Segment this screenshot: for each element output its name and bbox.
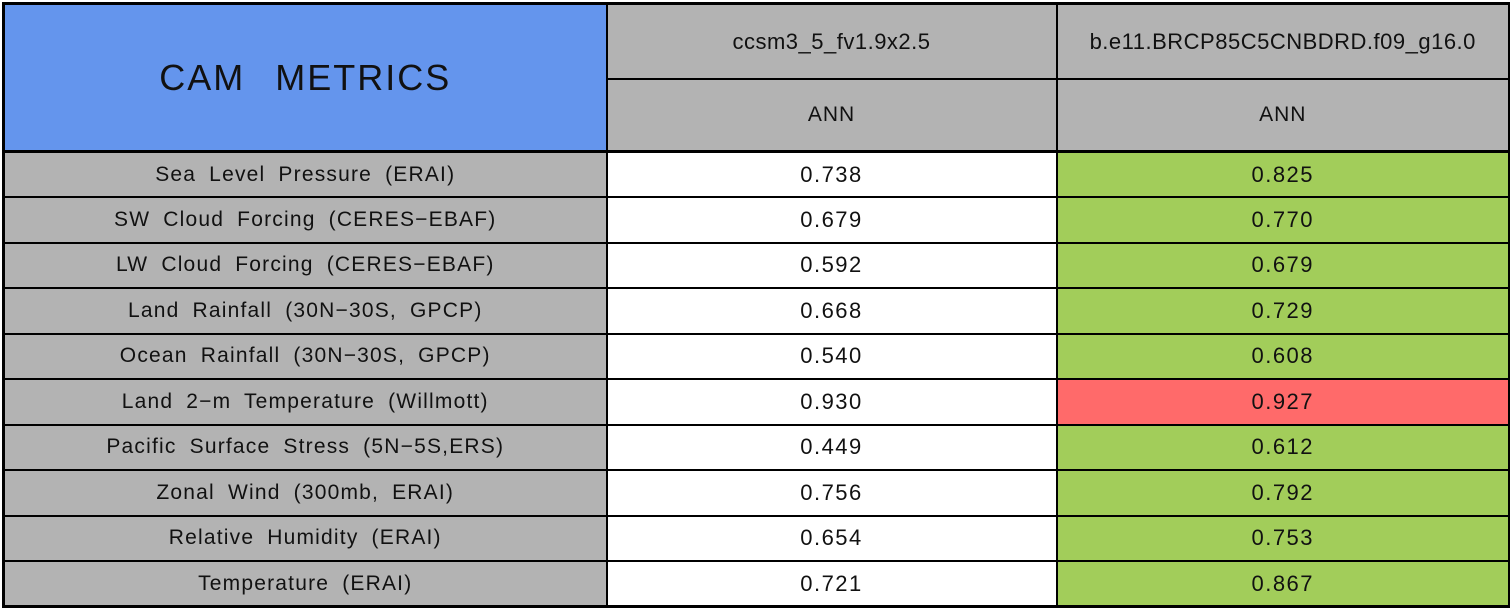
value-model1: 0.679 — [605, 196, 1058, 244]
value-model1: 0.668 — [605, 287, 1058, 335]
value-model1: 0.592 — [605, 241, 1058, 289]
value-model2: 0.927 — [1055, 378, 1510, 426]
value-model2: 0.612 — [1055, 423, 1510, 471]
value-model1: 0.930 — [605, 378, 1058, 426]
table-row: Temperature (ERAI) 0.721 0.867 — [2, 560, 1510, 608]
value-model1: 0.738 — [605, 150, 1058, 198]
table-title: CAM METRICS — [2, 2, 608, 153]
metric-label: Pacific Surface Stress (5N−5S,ERS) — [2, 423, 608, 471]
metric-label: Land 2−m Temperature (Willmott) — [2, 378, 608, 426]
model-header-1: ccsm3_5_fv1.9x2.5 — [605, 2, 1058, 80]
value-model2: 0.792 — [1055, 469, 1510, 517]
season-header-2: ANN — [1055, 78, 1510, 153]
value-model2: 0.729 — [1055, 287, 1510, 335]
model-header-1-label: ccsm3_5_fv1.9x2.5 — [732, 28, 931, 54]
value-model2: 0.867 — [1055, 560, 1510, 608]
table-row: Zonal Wind (300mb, ERAI) 0.756 0.792 — [2, 469, 1510, 517]
metric-label: Land Rainfall (30N−30S, GPCP) — [2, 287, 608, 335]
value-model2: 0.753 — [1055, 514, 1510, 562]
header-row-models: CAM METRICS ccsm3_5_fv1.9x2.5 b.e11.BRCP… — [2, 2, 1510, 153]
model-header-2-label: b.e11.BRCP85C5CNBDRD.f09_g16.0 — [1089, 28, 1476, 54]
model-header-2: b.e11.BRCP85C5CNBDRD.f09_g16.0 — [1055, 2, 1510, 80]
table-row: LW Cloud Forcing (CERES−EBAF) 0.592 0.67… — [2, 241, 1510, 289]
table-row: SW Cloud Forcing (CERES−EBAF) 0.679 0.77… — [2, 196, 1510, 244]
value-model2: 0.825 — [1055, 150, 1510, 198]
value-model2: 0.679 — [1055, 241, 1510, 289]
table-row: Land Rainfall (30N−30S, GPCP) 0.668 0.72… — [2, 287, 1510, 335]
value-model1: 0.540 — [605, 332, 1058, 380]
table-row: Relative Humidity (ERAI) 0.654 0.753 — [2, 514, 1510, 562]
value-model1: 0.756 — [605, 469, 1058, 517]
metric-label: LW Cloud Forcing (CERES−EBAF) — [2, 241, 608, 289]
metric-label: Relative Humidity (ERAI) — [2, 514, 608, 562]
table-row: Sea Level Pressure (ERAI) 0.738 0.825 — [2, 150, 1510, 198]
value-model2: 0.608 — [1055, 332, 1510, 380]
table-row: Pacific Surface Stress (5N−5S,ERS) 0.449… — [2, 423, 1510, 471]
metric-label: Ocean Rainfall (30N−30S, GPCP) — [2, 332, 608, 380]
metric-label: Zonal Wind (300mb, ERAI) — [2, 469, 608, 517]
table-row: Land 2−m Temperature (Willmott) 0.930 0.… — [2, 378, 1510, 426]
season-header-1: ANN — [605, 78, 1058, 153]
header-row-seasons: ANN ANN — [4, 78, 1510, 153]
metric-label: Sea Level Pressure (ERAI) — [2, 150, 608, 198]
value-model1: 0.449 — [605, 423, 1058, 471]
value-model1: 0.654 — [605, 514, 1058, 562]
table-row: Ocean Rainfall (30N−30S, GPCP) 0.540 0.6… — [2, 332, 1510, 380]
metric-label: Temperature (ERAI) — [2, 560, 608, 608]
value-model1: 0.721 — [605, 560, 1058, 608]
value-model2: 0.770 — [1055, 196, 1510, 244]
metric-label: SW Cloud Forcing (CERES−EBAF) — [2, 196, 608, 244]
